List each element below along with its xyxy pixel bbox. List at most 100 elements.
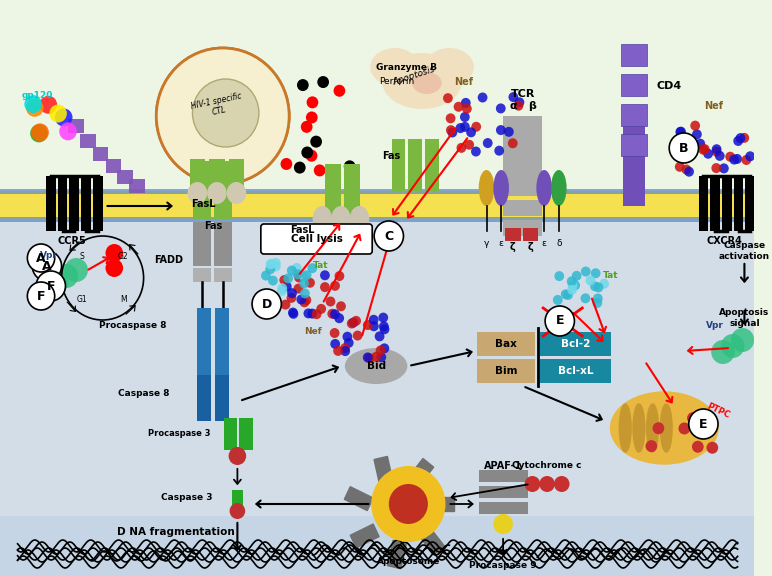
Text: CCR5: CCR5 <box>58 236 86 246</box>
Circle shape <box>553 295 563 305</box>
Bar <box>46 176 56 231</box>
Circle shape <box>567 285 577 295</box>
Circle shape <box>563 290 573 300</box>
Circle shape <box>45 270 69 294</box>
Bar <box>479 502 527 514</box>
Text: Apoptosome: Apoptosome <box>377 558 440 567</box>
Circle shape <box>156 48 290 184</box>
Text: CD4: CD4 <box>656 81 682 91</box>
Bar <box>523 220 542 236</box>
Bar <box>350 524 379 548</box>
Ellipse shape <box>633 404 645 452</box>
Circle shape <box>288 308 298 317</box>
Text: Cell lysis: Cell lysis <box>290 234 343 244</box>
Bar <box>722 176 732 231</box>
Text: FADD: FADD <box>154 255 184 265</box>
Bar <box>0 211 754 521</box>
Circle shape <box>289 309 298 319</box>
Circle shape <box>478 93 487 103</box>
Circle shape <box>320 270 330 281</box>
Text: Bim: Bim <box>495 366 517 376</box>
Circle shape <box>27 244 55 272</box>
Circle shape <box>266 259 276 270</box>
Circle shape <box>297 79 309 91</box>
Circle shape <box>65 258 88 282</box>
Circle shape <box>294 272 304 282</box>
Circle shape <box>572 271 581 281</box>
Circle shape <box>745 151 755 161</box>
Bar <box>189 159 205 191</box>
Circle shape <box>496 125 506 135</box>
Circle shape <box>306 112 317 123</box>
Circle shape <box>301 146 313 158</box>
Ellipse shape <box>350 206 369 232</box>
Ellipse shape <box>382 53 462 109</box>
Bar <box>81 176 91 231</box>
Bar <box>621 104 647 126</box>
Text: S: S <box>80 252 84 262</box>
Circle shape <box>719 164 729 173</box>
Circle shape <box>266 264 275 274</box>
Circle shape <box>590 281 600 291</box>
Circle shape <box>287 288 297 298</box>
Circle shape <box>736 133 745 143</box>
Bar <box>621 74 647 96</box>
Circle shape <box>313 164 326 176</box>
Circle shape <box>554 476 570 492</box>
Bar <box>194 268 211 282</box>
Bar <box>710 176 720 231</box>
Text: C: C <box>384 229 394 242</box>
Circle shape <box>376 346 385 355</box>
Text: E: E <box>556 314 564 328</box>
Circle shape <box>692 441 703 453</box>
Circle shape <box>363 353 373 362</box>
Circle shape <box>25 95 42 113</box>
Circle shape <box>377 353 386 362</box>
Circle shape <box>271 258 281 268</box>
Circle shape <box>252 289 281 319</box>
Circle shape <box>466 127 476 137</box>
Ellipse shape <box>227 182 246 204</box>
Circle shape <box>699 145 708 155</box>
Circle shape <box>344 160 356 172</box>
Bar <box>391 139 405 191</box>
Circle shape <box>464 140 474 150</box>
Circle shape <box>389 484 428 524</box>
Ellipse shape <box>331 206 350 232</box>
Circle shape <box>455 123 466 133</box>
Text: Vpr: Vpr <box>706 321 724 331</box>
Text: ζ: ζ <box>527 242 533 252</box>
Circle shape <box>690 120 700 131</box>
Circle shape <box>340 343 350 353</box>
Circle shape <box>682 165 691 175</box>
Circle shape <box>281 300 290 309</box>
Text: G1: G1 <box>76 295 87 304</box>
Bar <box>69 176 80 231</box>
Text: β: β <box>529 101 537 111</box>
Bar <box>0 191 754 219</box>
Circle shape <box>692 129 702 139</box>
Circle shape <box>363 320 373 330</box>
Circle shape <box>554 271 564 281</box>
Bar <box>224 418 238 450</box>
Bar <box>117 170 133 184</box>
Text: FasL: FasL <box>191 199 215 209</box>
Circle shape <box>261 271 271 281</box>
Circle shape <box>106 259 123 277</box>
Circle shape <box>330 309 340 319</box>
Circle shape <box>443 93 453 103</box>
Bar <box>69 119 84 133</box>
Text: Caspase
activation: Caspase activation <box>719 241 770 261</box>
Text: ε: ε <box>499 238 503 248</box>
Bar <box>477 359 535 383</box>
Bar <box>344 487 373 510</box>
Circle shape <box>731 328 754 352</box>
Bar <box>407 458 434 487</box>
Circle shape <box>645 440 657 452</box>
Bar <box>418 526 445 555</box>
Circle shape <box>696 139 705 149</box>
Bar <box>214 268 232 282</box>
Circle shape <box>307 309 317 319</box>
Bar <box>106 159 121 173</box>
Text: Nef: Nef <box>703 101 723 111</box>
